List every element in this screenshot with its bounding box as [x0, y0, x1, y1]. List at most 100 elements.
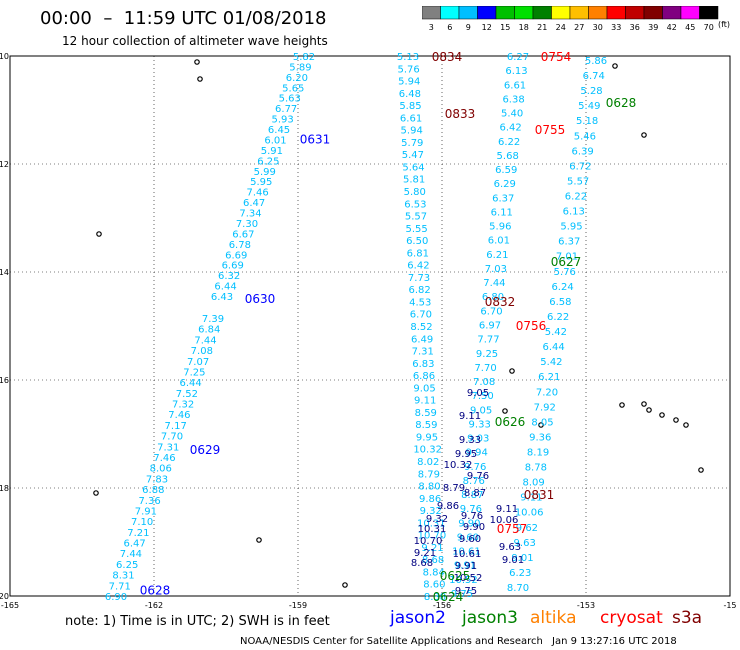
- x-tick-label: -156: [433, 601, 451, 610]
- swh-value-track-c: 9.03: [467, 434, 489, 445]
- y-tick-label: -20: [0, 592, 9, 601]
- swh-value-track-d: 5.95: [560, 222, 582, 233]
- island-marker: [342, 582, 348, 588]
- swh-value-track-a: 6.84: [198, 325, 220, 336]
- swh-value-track-a: 6.44: [179, 378, 201, 389]
- legend-item-cryosat: cryosat: [600, 608, 663, 628]
- swh-value-high: 9.11: [459, 411, 481, 422]
- swh-value-track-b: 5.80: [404, 187, 426, 198]
- swh-value-track-c: 6.13: [505, 66, 527, 77]
- swh-value-high: 9.21: [414, 548, 436, 559]
- swh-value-track-d: 9.62: [516, 523, 538, 534]
- swh-value-track-a: 6.88: [142, 485, 164, 496]
- island-marker: [256, 537, 262, 543]
- colorbar-label: 3: [429, 23, 434, 32]
- x-tick-label: -165: [1, 601, 19, 610]
- swh-value-track-c: 10.61: [452, 547, 481, 558]
- swh-value-track-d: 7.01: [556, 252, 578, 263]
- swh-value-high: 9.90: [463, 522, 485, 533]
- swh-value-track-b: 5.47: [402, 150, 424, 161]
- swh-value-track-c: 6.80: [482, 292, 504, 303]
- pass-time-label: 0629: [190, 443, 221, 457]
- swh-value-track-c: 6.70: [480, 306, 502, 317]
- swh-value-track-b: 5.81: [403, 175, 425, 186]
- pass-time-label: 0626: [495, 415, 526, 429]
- island-marker: [641, 132, 647, 138]
- swh-value-track-b: 8.60: [423, 580, 445, 591]
- swh-value-track-b: 6.82: [409, 285, 431, 296]
- swh-value-track-c: 6.37: [492, 193, 514, 204]
- swh-value-track-c: 7.03: [485, 264, 507, 275]
- swh-value-track-d: 6.22: [547, 312, 569, 323]
- swh-value-track-c: 9.94: [466, 448, 488, 459]
- swh-value-track-a: 7.44: [194, 335, 216, 346]
- swh-value-high: 9.11: [496, 504, 518, 515]
- swh-value-high: 9.95: [455, 449, 477, 460]
- swh-value-track-c: 7.70: [474, 363, 496, 374]
- swh-value-track-c: 5.40: [501, 109, 523, 120]
- swh-value-track-d: 5.18: [576, 116, 598, 127]
- swh-value-track-b: 10.31: [417, 518, 446, 529]
- swh-value-track-b: 5.94: [398, 77, 420, 88]
- swh-value-track-a: 5.91: [261, 146, 283, 157]
- pass-time-label: 0631: [300, 133, 331, 147]
- swh-value-track-b: 8.59: [415, 420, 437, 431]
- y-tick-label: -16: [0, 376, 9, 385]
- swh-value-track-c: 6.27: [507, 52, 529, 63]
- legend-item-jason2: jason2: [390, 608, 446, 628]
- swh-value-track-a: 7.44: [120, 549, 142, 560]
- swh-value-track-c: 9.60: [457, 532, 479, 543]
- swh-value-high: 9.91: [455, 561, 477, 572]
- pass-time-label: 0757: [497, 522, 528, 536]
- swh-value-track-a: 7.25: [183, 367, 205, 378]
- colorbar-label: 27: [574, 23, 584, 32]
- swh-value-track-d: 8.19: [527, 447, 549, 458]
- swh-value-track-c: 10.52: [449, 575, 478, 586]
- swh-value-track-a: 6.32: [218, 271, 240, 282]
- swh-value-track-a: 7.46: [153, 453, 175, 464]
- swh-value-high: 10.31: [418, 524, 447, 535]
- colorbar-label: 45: [685, 23, 695, 32]
- swh-value-track-b: 8.68: [422, 555, 444, 566]
- swh-value-track-a: 7.39: [202, 314, 224, 325]
- swh-value-high: 9.60: [459, 534, 481, 545]
- swh-value-track-a: 6.25: [257, 156, 279, 167]
- swh-value-track-b: 6.49: [411, 334, 433, 345]
- swh-value-track-b: 5.55: [405, 224, 427, 235]
- x-tick-label: -153: [577, 601, 595, 610]
- swh-value-track-d: 5.42: [545, 327, 567, 338]
- swh-value-track-b: 6.53: [404, 199, 426, 210]
- swh-value-track-a: 5.89: [289, 62, 311, 73]
- swh-value-track-b: 6.61: [400, 113, 422, 124]
- swh-value-track-a: 7.07: [187, 357, 209, 368]
- swh-value-track-d: 5.42: [540, 357, 562, 368]
- swh-value-track-c: 6.97: [479, 321, 501, 332]
- y-tick-label: -10: [0, 52, 9, 61]
- swh-value-track-a: 5.93: [271, 115, 293, 126]
- swh-value-high: 8.79: [443, 483, 465, 494]
- swh-value-track-d: 6.23: [509, 568, 531, 579]
- swh-value-track-c: 5.68: [497, 151, 519, 162]
- map-frame: [9, 55, 731, 597]
- swh-value-track-b: 7.73: [408, 273, 430, 284]
- swh-value-track-d: 6.21: [538, 372, 560, 383]
- swh-value-high: 10.61: [453, 549, 482, 560]
- swh-value-track-d: 5.57: [567, 176, 589, 187]
- y-tick-label: -18: [0, 484, 9, 493]
- swh-value-track-c: 6.22: [498, 137, 520, 148]
- swh-value-high: 10.32: [444, 460, 473, 471]
- swh-value-track-d: 10.06: [515, 508, 544, 519]
- swh-value-track-b: 9.32: [420, 506, 442, 517]
- swh-value-track-b: 9.95: [416, 432, 438, 443]
- swh-value-track-d: 8.70: [507, 583, 529, 594]
- x-tick-label: -162: [145, 601, 163, 610]
- swh-value-track-d: 6.24: [551, 282, 573, 293]
- footer-credit: NOAA/NESDIS Center for Satellite Applica…: [240, 636, 543, 647]
- island-marker: [619, 402, 625, 408]
- y-tick-label: -14: [0, 268, 9, 277]
- island-marker: [612, 63, 618, 69]
- colorbar-label: 9: [466, 23, 471, 32]
- swh-value-track-a: 7.30: [236, 219, 258, 230]
- swh-value-track-c: 7.77: [477, 335, 499, 346]
- island-marker: [646, 407, 652, 413]
